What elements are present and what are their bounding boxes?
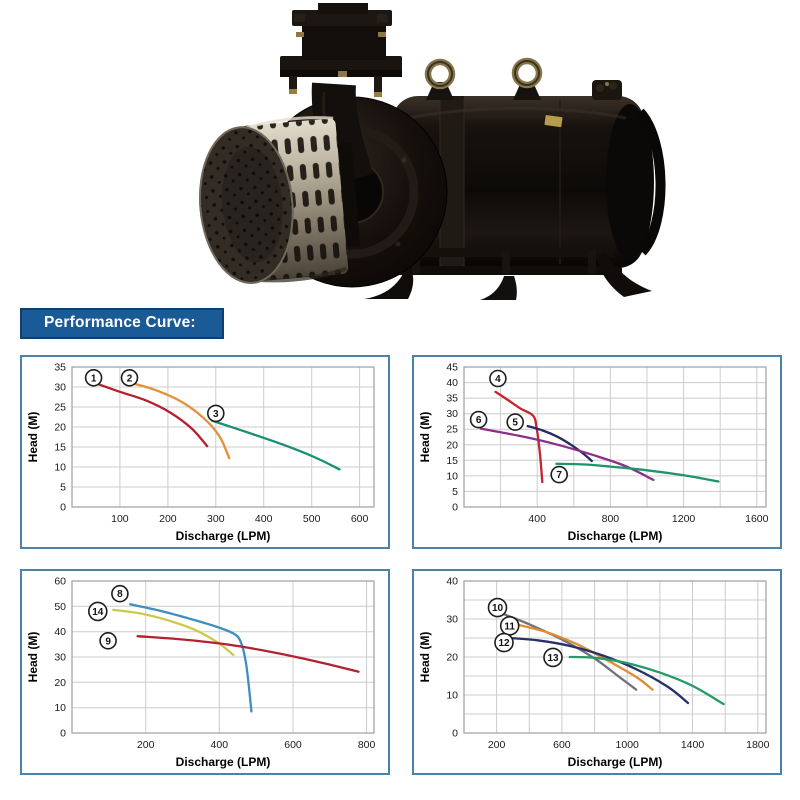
svg-text:11: 11	[504, 621, 515, 632]
svg-text:30: 30	[54, 382, 66, 394]
svg-text:20: 20	[446, 439, 458, 451]
svg-text:0: 0	[60, 502, 66, 514]
svg-text:1600: 1600	[745, 513, 769, 525]
chart-panel-4: 200 600 1000 1400 1800 0 10 20 30 40 Discharge (LP…	[412, 569, 782, 775]
chart-curves-1-3: 100 200 300 400 500 600 0 5 10 15 20 25 30 35 Discharg…	[26, 362, 375, 543]
chart-curves-4-7: 400 800 1200 1600051015202530354045Discharg…	[418, 362, 769, 544]
svg-text:25: 25	[446, 424, 458, 436]
svg-text:600: 600	[553, 739, 571, 751]
svg-text:5: 5	[60, 482, 66, 494]
svg-text:400: 400	[528, 513, 546, 525]
pump-product-photo	[199, 3, 666, 300]
svg-text:6: 6	[476, 415, 482, 426]
svg-text:4: 4	[495, 374, 501, 385]
svg-text:3: 3	[213, 409, 219, 420]
svg-text:9: 9	[105, 636, 111, 647]
chart-panel-3: 200 400 600 800 0 10 20 30 40 50 60 Discharge (LPM)…	[20, 569, 390, 775]
svg-text:Head (M): Head (M)	[418, 632, 432, 683]
svg-text:40: 40	[446, 576, 458, 588]
svg-text:1400: 1400	[681, 739, 705, 751]
svg-text:7: 7	[556, 470, 562, 481]
svg-text:14: 14	[92, 607, 104, 618]
svg-text:10: 10	[54, 462, 66, 474]
svg-text:Discharge (LPM): Discharge (LPM)	[176, 529, 271, 543]
svg-text:15: 15	[446, 455, 458, 467]
svg-text:40: 40	[446, 377, 458, 389]
svg-text:12: 12	[498, 638, 510, 649]
svg-text:500: 500	[303, 513, 321, 525]
chart-panel-1: 100 200 300 400 500 600 0 5 10 15 20 25 30 35 Discharg…	[20, 355, 390, 549]
svg-text:Head (M): Head (M)	[26, 632, 40, 683]
performance-charts-grid: 100 200 300 400 500 600 0 5 10 15 20 25 30 35 Discharg…	[20, 355, 782, 775]
svg-text:5: 5	[452, 486, 458, 498]
svg-text:300: 300	[207, 513, 225, 525]
svg-text:0: 0	[452, 502, 458, 514]
pump-product-photo-area	[0, 0, 800, 302]
svg-text:40: 40	[54, 626, 66, 638]
svg-text:1: 1	[91, 373, 97, 384]
svg-text:1000: 1000	[616, 739, 640, 751]
svg-text:200: 200	[488, 739, 506, 751]
chart-curves-8-9-14: 200 400 600 800 0 10 20 30 40 50 60 Discharge (LPM)…	[26, 576, 376, 770]
chart-panel-2: 400 800 1200 1600 0 5 10 15 20 25 30 35 40 45 Discharg…	[412, 355, 782, 549]
svg-text:25: 25	[54, 402, 66, 414]
performance-curve-heading-label: Performance Curve:	[44, 314, 196, 331]
svg-text:10: 10	[446, 690, 458, 702]
svg-text:0: 0	[452, 728, 458, 740]
svg-text:1200: 1200	[672, 513, 696, 525]
svg-text:35: 35	[54, 362, 66, 374]
svg-text:0: 0	[60, 728, 66, 740]
svg-text:Discharge (LPM): Discharge (LPM)	[568, 755, 663, 769]
performance-curve-heading: Performance Curve:	[20, 308, 224, 339]
svg-text:100: 100	[111, 513, 129, 525]
svg-text:30: 30	[446, 614, 458, 626]
svg-text:10: 10	[446, 470, 458, 482]
svg-text:20: 20	[54, 422, 66, 434]
svg-text:10: 10	[54, 702, 66, 714]
svg-text:10: 10	[492, 603, 504, 614]
svg-text:60: 60	[54, 576, 66, 588]
chart-curves-10-13: 200 600 1000 1400 1800 0 10 20 30 40 Discharge (LP…	[418, 576, 770, 770]
svg-text:15: 15	[54, 442, 66, 454]
svg-text:20: 20	[54, 677, 66, 689]
svg-text:8: 8	[117, 589, 123, 600]
pump-stand	[364, 248, 652, 300]
svg-text:800: 800	[358, 739, 376, 751]
svg-text:45: 45	[446, 362, 458, 374]
svg-text:50: 50	[54, 601, 66, 613]
svg-text:800: 800	[602, 513, 620, 525]
svg-text:Discharge (LPM): Discharge (LPM)	[176, 755, 271, 769]
svg-text:30: 30	[446, 408, 458, 420]
svg-text:20: 20	[446, 652, 458, 664]
eye-bolt-right-icon	[511, 57, 543, 100]
svg-text:5: 5	[512, 418, 518, 429]
suction-strainer	[199, 116, 361, 284]
svg-text:35: 35	[446, 393, 458, 405]
svg-text:600: 600	[284, 739, 302, 751]
svg-text:1800: 1800	[746, 739, 770, 751]
svg-text:2: 2	[127, 373, 133, 384]
svg-text:200: 200	[137, 739, 155, 751]
pump-motor-body	[392, 80, 666, 268]
svg-text:30: 30	[54, 652, 66, 664]
svg-text:Head (M): Head (M)	[418, 412, 432, 463]
svg-text:200: 200	[159, 513, 177, 525]
eye-bolt-left-icon	[424, 58, 456, 100]
svg-text:400: 400	[211, 739, 229, 751]
svg-text:Discharge (LPM): Discharge (LPM)	[568, 529, 663, 543]
svg-text:600: 600	[351, 513, 369, 525]
svg-text:400: 400	[255, 513, 273, 525]
svg-text:Head (M): Head (M)	[26, 412, 40, 463]
svg-text:13: 13	[547, 653, 559, 664]
